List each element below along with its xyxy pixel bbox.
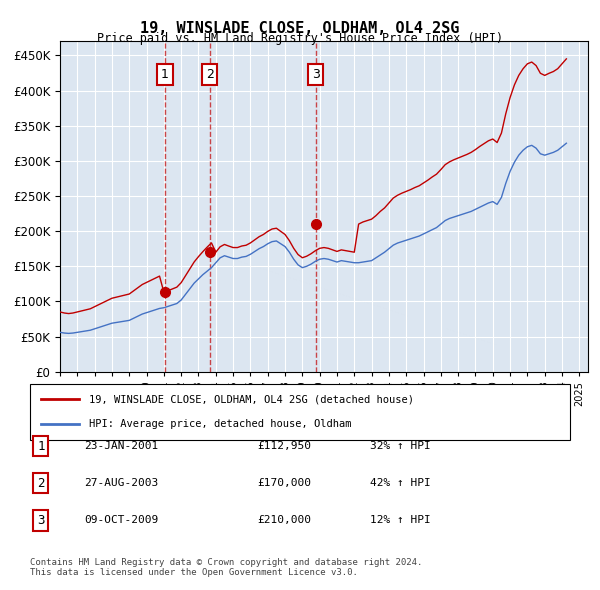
Text: 3: 3 (37, 514, 44, 527)
Text: 27-AUG-2003: 27-AUG-2003 (84, 478, 158, 488)
Text: 23-JAN-2001: 23-JAN-2001 (84, 441, 158, 451)
Text: 19, WINSLADE CLOSE, OLDHAM, OL4 2SG (detached house): 19, WINSLADE CLOSE, OLDHAM, OL4 2SG (det… (89, 394, 415, 404)
Text: 2: 2 (37, 477, 44, 490)
Text: 1: 1 (37, 440, 44, 453)
Text: 2: 2 (206, 68, 214, 81)
Text: 1: 1 (161, 68, 169, 81)
Text: 42% ↑ HPI: 42% ↑ HPI (370, 478, 431, 488)
Text: £112,950: £112,950 (257, 441, 311, 451)
Text: 09-OCT-2009: 09-OCT-2009 (84, 515, 158, 525)
Text: HPI: Average price, detached house, Oldham: HPI: Average price, detached house, Oldh… (89, 419, 352, 429)
Text: Price paid vs. HM Land Registry's House Price Index (HPI): Price paid vs. HM Land Registry's House … (97, 32, 503, 45)
Text: 32% ↑ HPI: 32% ↑ HPI (370, 441, 431, 451)
Text: 19, WINSLADE CLOSE, OLDHAM, OL4 2SG: 19, WINSLADE CLOSE, OLDHAM, OL4 2SG (140, 21, 460, 35)
Text: £170,000: £170,000 (257, 478, 311, 488)
Text: £210,000: £210,000 (257, 515, 311, 525)
FancyBboxPatch shape (30, 384, 570, 440)
Text: 3: 3 (312, 68, 320, 81)
Text: 12% ↑ HPI: 12% ↑ HPI (370, 515, 431, 525)
Text: Contains HM Land Registry data © Crown copyright and database right 2024.
This d: Contains HM Land Registry data © Crown c… (30, 558, 422, 577)
